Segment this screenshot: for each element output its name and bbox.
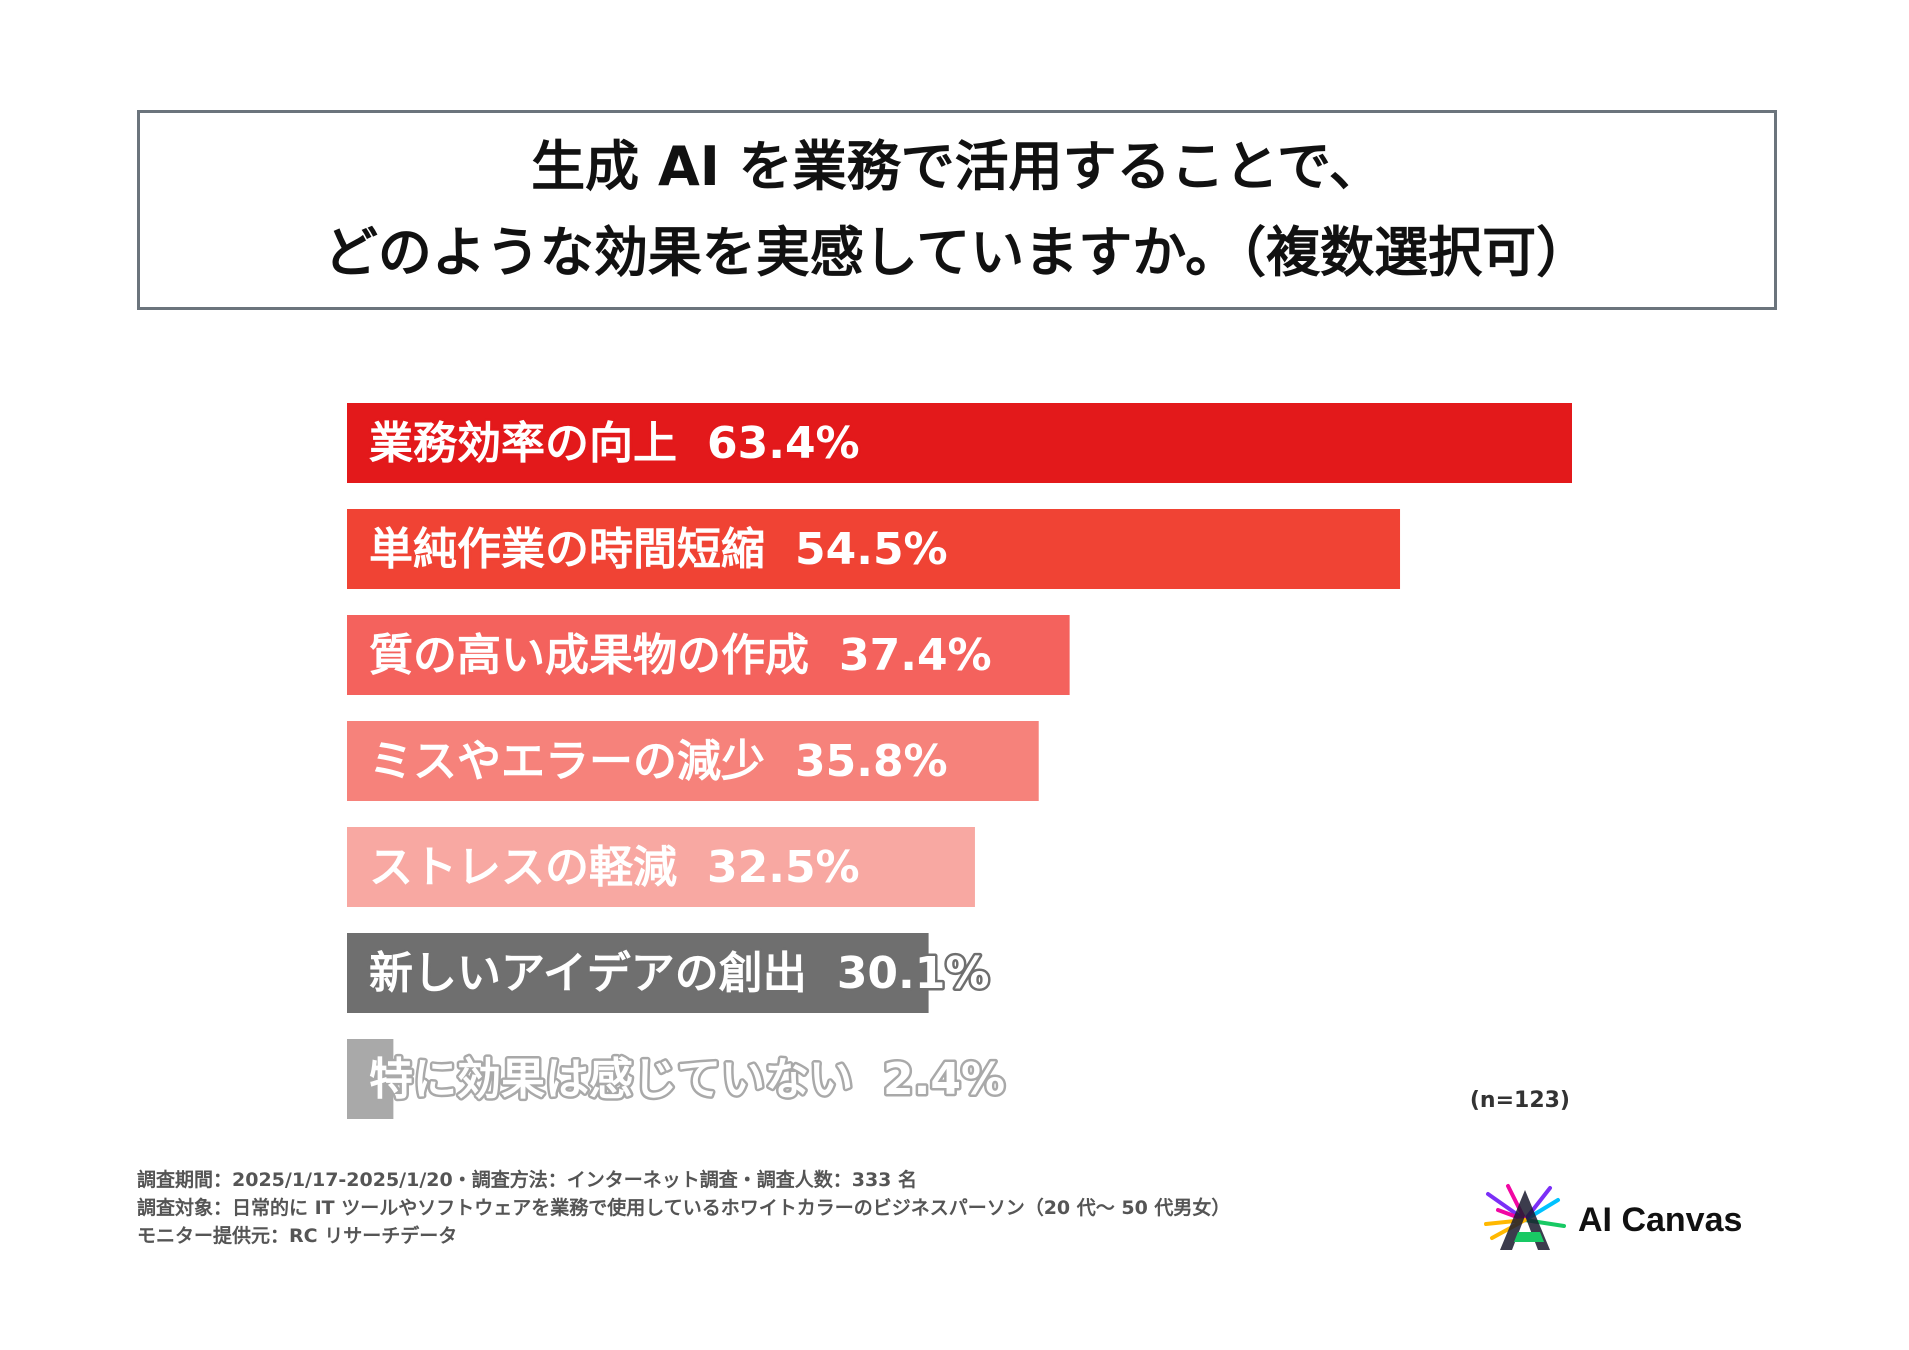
title-box: 生成 AI を業務で活用することで、 どのような効果を実感していますか。（複数選… bbox=[137, 110, 1777, 310]
value-label-6: 2.4% bbox=[883, 1054, 1005, 1105]
category-label-2: 質の高い成果物の作成 bbox=[369, 630, 809, 681]
footnote-monitor-provider: モニター提供元：RC リサーチデータ bbox=[137, 1225, 458, 1247]
category-label-6: 特に効果は感じていない bbox=[369, 1054, 853, 1105]
value-label-1: 54.5% bbox=[795, 524, 948, 575]
bar-0 bbox=[347, 403, 1572, 483]
value-label-4: 32.5% bbox=[707, 842, 860, 893]
ai-canvas-logo: AI Canvas bbox=[1480, 1180, 1780, 1260]
title-line-2: どのような効果を実感していますか。（複数選択可） bbox=[323, 221, 1591, 284]
value-label-2: 37.4% bbox=[839, 630, 992, 681]
value-label-5: 30.1% bbox=[837, 948, 990, 999]
ai-canvas-logo-icon bbox=[1484, 1184, 1566, 1250]
bar-label-1: 単純作業の時間短縮 54.5% bbox=[369, 524, 948, 575]
bar-1 bbox=[347, 509, 1401, 589]
bar-2 bbox=[347, 615, 1070, 695]
bar-label-6: 特に効果は感じていない 2.4% bbox=[369, 1054, 1005, 1105]
bar-3 bbox=[347, 721, 1039, 801]
footnote-survey-period: 調査期間：2025/1/17-2025/1/20・調査方法：インターネット調査・… bbox=[137, 1169, 918, 1191]
bar-5 bbox=[347, 933, 929, 1013]
category-label-4: ストレスの軽減 bbox=[369, 842, 677, 893]
bar-6 bbox=[347, 1039, 394, 1119]
category-label-5: 新しいアイデアの創出 bbox=[369, 948, 807, 999]
bar-label-2: 質の高い成果物の作成 37.4% bbox=[369, 630, 992, 681]
sample-size-note: (n=123) bbox=[1469, 1088, 1570, 1113]
footnote-survey-target: 調査対象：日常的に IT ツールやソフトウェアを業務で使用しているホワイトカラー… bbox=[137, 1197, 1231, 1219]
value-label-0: 63.4% bbox=[707, 418, 860, 469]
bar-label-3: ミスやエラーの減少 35.8% bbox=[369, 736, 948, 787]
bar-label-4: ストレスの軽減 32.5% bbox=[369, 842, 860, 893]
bar-label-5: 新しいアイデアの創出 30.1% bbox=[369, 948, 989, 999]
category-label-0: 業務効率の向上 bbox=[369, 418, 677, 469]
category-label-3: ミスやエラーの減少 bbox=[369, 736, 765, 787]
bar-label-0: 業務効率の向上 63.4% bbox=[369, 418, 860, 469]
value-label-3: 35.8% bbox=[795, 736, 948, 787]
footnotes: 調査期間：2025/1/17-2025/1/20・調査方法：インターネット調査・… bbox=[137, 1166, 1230, 1250]
ai-canvas-logo-text: AI Canvas bbox=[1578, 1200, 1743, 1239]
category-label-1: 単純作業の時間短縮 bbox=[369, 524, 765, 575]
title-line-1: 生成 AI を業務で活用することで、 bbox=[531, 135, 1383, 198]
bar-4 bbox=[347, 827, 975, 907]
